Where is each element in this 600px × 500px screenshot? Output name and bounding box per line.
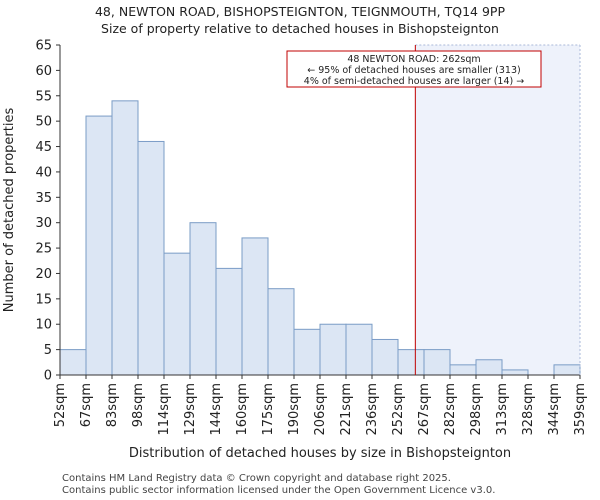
x-tick-label: 328sqm [521,383,536,436]
x-tick-label: 359sqm [573,383,588,436]
x-tick-label: 267sqm [417,383,432,436]
x-tick-label: 313sqm [495,383,510,436]
bar-190sqm [293,328,321,376]
y-tick-label: 35 [35,191,52,206]
bar-206sqm [319,323,347,376]
x-tick-label: 190sqm [287,383,302,436]
x-axis-title: Distribution of detached houses by size … [129,446,511,461]
x-tick-label: 252sqm [391,383,406,436]
histogram-chart: 0 5 10 15 20 25 30 35 40 45 50 55 60 65 52sqm 67sqm 83sq… [2,39,588,462]
annotation-box [286,50,542,88]
chart-title: 48, NEWTON ROAD, BISHOPSTEIGNTON, TEIGNM… [94,4,506,19]
bar-160sqm [241,237,269,376]
y-axis-title: Number of detached properties [2,108,17,313]
bar-298sqm [475,359,503,376]
y-tick-label: 10 [35,318,52,333]
x-tick-label: 144sqm [209,383,224,436]
bar-252sqm [397,349,425,376]
y-tick-label: 50 [35,115,52,130]
bar-313sqm [501,369,529,376]
bar-267sqm [423,349,451,376]
highlight-region [415,45,580,375]
footer-copyright: Contains HM Land Registry data © Crown c… [62,473,451,484]
x-tick-label: 175sqm [261,383,276,436]
y-tick-label: 0 [44,369,52,384]
footer-licence: Contains public sector information licen… [62,485,496,496]
bar-52sqm [59,349,87,376]
bar-83sqm [111,100,139,376]
x-tick-label: 52sqm [53,383,68,427]
bar-221sqm [345,323,373,376]
y-tick-label: 60 [35,64,52,79]
y-tick-label: 65 [35,39,52,54]
x-tick-label: 282sqm [443,383,458,436]
x-tick-label: 344sqm [547,383,562,436]
x-tick-label: 221sqm [339,383,354,436]
y-tick-label: 55 [35,89,52,104]
bar-144sqm [215,267,243,376]
bar-114sqm [163,252,191,376]
y-tick-label: 30 [35,216,52,231]
y-tick-label: 40 [35,165,52,180]
bar-175sqm [267,288,295,376]
x-tick-label: 298sqm [469,383,484,436]
y-tick-label: 15 [35,292,52,307]
x-tick-label: 98sqm [131,383,146,427]
x-tick-label: 206sqm [313,383,328,436]
x-tick-label: 160sqm [235,383,250,436]
x-tick-label: 67sqm [79,383,94,427]
y-tick-label: 45 [35,140,52,155]
y-tick-label: 5 [44,343,52,358]
bar-67sqm [85,115,113,376]
bar-236sqm [371,338,399,376]
x-tick-label: 114sqm [157,383,172,436]
bar-129sqm [189,222,217,376]
chart-subtitle: Size of property relative to detached ho… [101,21,499,36]
y-tick-label: 25 [35,242,52,257]
annotation-line: 48 NEWTON ROAD: 262sqm [347,54,480,65]
annotation-line: ← 95% of detached houses are smaller (31… [307,65,520,76]
bar-344sqm [553,364,581,376]
x-tick-label: 236sqm [365,383,380,436]
annotation-line: 4% of semi-detached houses are larger (1… [304,76,524,87]
y-tick-label: 20 [35,267,52,282]
x-tick-label: 129sqm [183,383,198,436]
x-tick-label: 83sqm [105,383,120,427]
bar-282sqm [449,364,477,376]
bar-98sqm [137,140,165,376]
